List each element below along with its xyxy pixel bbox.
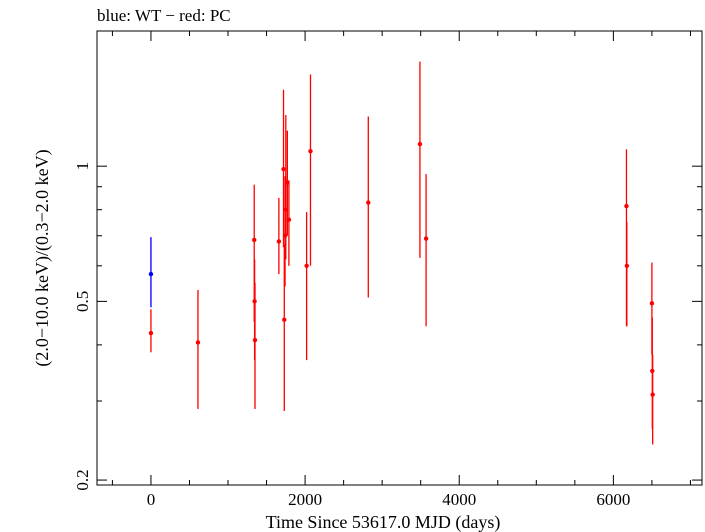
pc-data-point: [276, 239, 282, 244]
pc-data-point: [423, 236, 429, 241]
x-tick-label: 2000: [288, 490, 322, 509]
pc-data-point: [148, 330, 154, 336]
x-tick-label: 6000: [596, 490, 630, 509]
data-points: [148, 61, 655, 445]
pc-data-point: [624, 263, 630, 269]
pc-data-point: [286, 217, 292, 222]
x-tick-label: 4000: [442, 490, 476, 509]
pc-data-point: [649, 301, 655, 306]
pc-data-point: [366, 200, 371, 205]
pc-data-point: [624, 203, 629, 209]
y-axis-label: (2.0−10.0 keV)/(0.3−2.0 keV): [32, 149, 53, 366]
y-tick-label: 0.2: [73, 469, 92, 490]
pc-data-point: [252, 237, 257, 243]
pc-data-point: [281, 166, 286, 172]
x-tick-label: 0: [147, 490, 156, 509]
x-axis-ticks: 0 2000 4000 6000: [111, 31, 691, 509]
pc-data-point: [195, 340, 201, 345]
pc-data-point: [252, 337, 258, 343]
pc-data-point: [308, 148, 313, 154]
y-tick-label: 0.5: [73, 291, 92, 312]
plot-frame: [96, 30, 703, 486]
pc-data-point: [282, 233, 288, 238]
pc-data-point: [417, 141, 423, 147]
x-axis-label: Time Since 53617.0 MJD (days): [266, 512, 501, 532]
pc-data-point: [650, 392, 655, 397]
wt-data-point: [148, 271, 154, 277]
chart-title: blue: WT − red: PC: [97, 6, 231, 25]
y-tick-label: 1: [73, 162, 92, 171]
pc-data-point: [282, 317, 287, 322]
y-axis-ticks: 0.2 0.5 1: [73, 30, 702, 491]
pc-data-point: [304, 263, 309, 269]
